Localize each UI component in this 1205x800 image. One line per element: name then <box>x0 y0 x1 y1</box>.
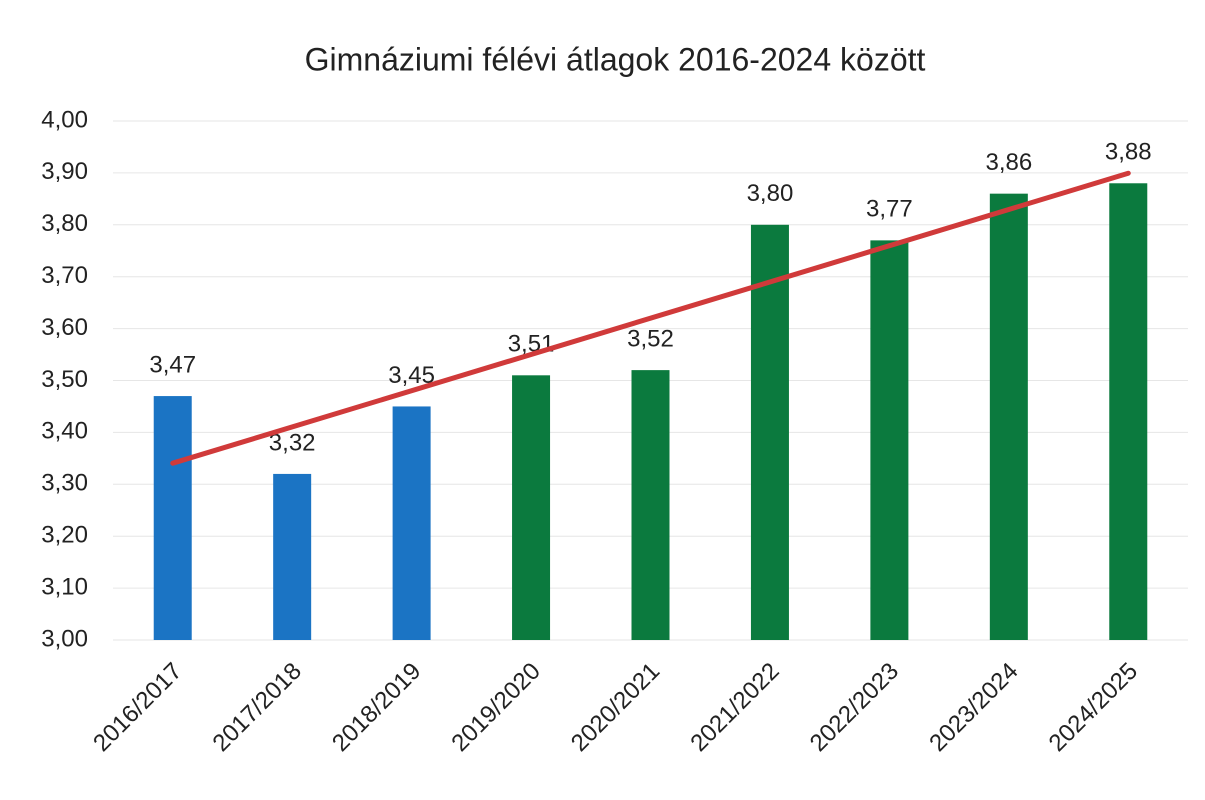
y-tick-label: 3,40 <box>41 418 88 445</box>
y-tick-label: 3,80 <box>41 210 88 237</box>
y-tick-label: 3,30 <box>41 470 88 497</box>
bar <box>153 396 192 640</box>
chart-title: Gimnáziumi félévi átlagok 2016-2024 közö… <box>305 41 926 77</box>
y-tick-label: 3,90 <box>41 158 88 185</box>
data-label: 3,88 <box>1105 139 1152 166</box>
y-tick-label: 3,20 <box>41 522 88 549</box>
data-label: 3,47 <box>149 351 196 378</box>
bar <box>870 240 909 640</box>
x-tick-label: 2021/2022 <box>685 658 784 757</box>
data-label: 3,80 <box>747 180 794 207</box>
bar <box>750 224 789 641</box>
y-tick-label: 4,00 <box>41 106 88 133</box>
x-tick-label: 2022/2023 <box>805 658 904 757</box>
trendline <box>170 170 1131 466</box>
y-tick-label: 3,00 <box>41 625 88 652</box>
bar <box>1109 183 1148 640</box>
data-label: 3,77 <box>866 196 913 223</box>
x-tick-label: 2024/2025 <box>1044 658 1143 757</box>
y-tick-label: 3,70 <box>41 262 88 289</box>
bar <box>512 375 551 640</box>
y-tick-label: 3,10 <box>41 573 88 600</box>
bar <box>989 193 1028 640</box>
x-tick-label: 2020/2021 <box>566 658 665 757</box>
x-tick-label: 2016/2017 <box>88 658 187 757</box>
bar <box>631 370 670 640</box>
x-tick-label: 2018/2019 <box>327 658 426 757</box>
x-tick-label: 2023/2024 <box>924 658 1023 757</box>
x-tick-label: 2017/2018 <box>208 658 307 757</box>
y-tick-label: 3,60 <box>41 314 88 341</box>
data-label: 3,86 <box>985 149 1032 176</box>
y-tick-label: 3,50 <box>41 366 88 393</box>
data-label: 3,52 <box>627 325 674 352</box>
bar <box>273 473 312 640</box>
x-tick-label: 2019/2020 <box>446 658 545 757</box>
bar <box>392 406 431 640</box>
